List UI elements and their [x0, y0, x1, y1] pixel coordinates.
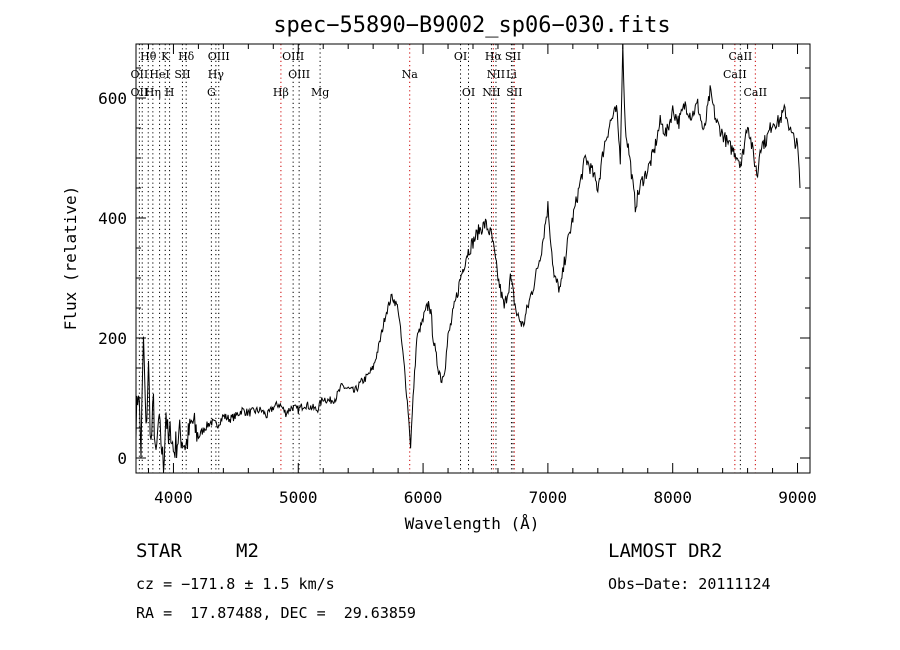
line-label-5: OI — [454, 50, 467, 63]
x-tick-label: 7000 — [529, 488, 568, 507]
observation-date: Obs−Date: 20111124 — [608, 575, 771, 593]
line-label-14: Na — [402, 68, 419, 81]
sky-coordinates: RA = 17.87488, DEC = 29.63859 — [136, 604, 416, 622]
line-label-25: NII — [482, 86, 500, 99]
line-label-12: Hγ — [208, 68, 225, 81]
line-label-11: SII — [174, 68, 190, 81]
line-label-7: SII — [505, 50, 521, 63]
line-label-0: Hθ — [140, 50, 157, 63]
line-label-22: Hβ — [273, 86, 289, 99]
line-label-2: Hδ — [178, 50, 195, 63]
line-label-24: OI — [462, 86, 475, 99]
x-tick-label: 9000 — [778, 488, 817, 507]
y-tick-label: 0 — [117, 449, 127, 468]
line-label-9: OII — [131, 68, 149, 81]
line-label-17: CaII — [723, 68, 747, 81]
line-label-6: Hα — [485, 50, 503, 63]
y-tick-label: 200 — [98, 329, 127, 348]
flux-series-line — [135, 43, 801, 473]
line-label-19: Hη — [145, 86, 161, 99]
x-tick-label: 4000 — [154, 488, 193, 507]
line-label-3: OIII — [208, 50, 230, 63]
x-tick-label: 5000 — [279, 488, 318, 507]
y-axis: 0 200 400 600 — [98, 67, 810, 468]
x-tick-label: 6000 — [404, 488, 443, 507]
object-class: STAR — [136, 540, 182, 562]
x-tick-label: 8000 — [653, 488, 692, 507]
y-tick-label: 400 — [98, 209, 127, 228]
line-label-1: K — [161, 50, 170, 63]
line-label-18: OII — [131, 86, 149, 99]
line-label-26: SII — [506, 86, 522, 99]
x-axis-label: Wavelength (Å) — [405, 514, 540, 533]
object-subclass: M2 — [236, 540, 259, 562]
y-tick-label: 600 — [98, 89, 127, 108]
redshift-velocity: cz = −171.8 ± 1.5 km/s — [136, 575, 335, 593]
chart-title: spec−55890−B9002_sp06−030.fits — [273, 13, 670, 38]
line-label-8: CaII — [729, 50, 753, 63]
line-label-20: H — [165, 86, 175, 99]
line-label-27: CaII — [743, 86, 767, 99]
plot-frame — [135, 43, 811, 474]
line-label-21: G — [207, 86, 216, 99]
x-axis: 4000 5000 6000 7000 8000 9000 — [147, 44, 817, 507]
spectral-line-markers — [138, 44, 756, 473]
line-label-13: OIII — [288, 68, 310, 81]
line-label-16: Li — [506, 68, 517, 81]
line-label-23: Mg — [311, 86, 329, 99]
line-label-4: OIII — [282, 50, 304, 63]
line-label-10: HeI — [149, 68, 169, 81]
line-label-15: NII — [487, 68, 505, 81]
survey-name: LAMOST DR2 — [608, 540, 723, 562]
y-axis-label: Flux (relative) — [61, 186, 80, 331]
